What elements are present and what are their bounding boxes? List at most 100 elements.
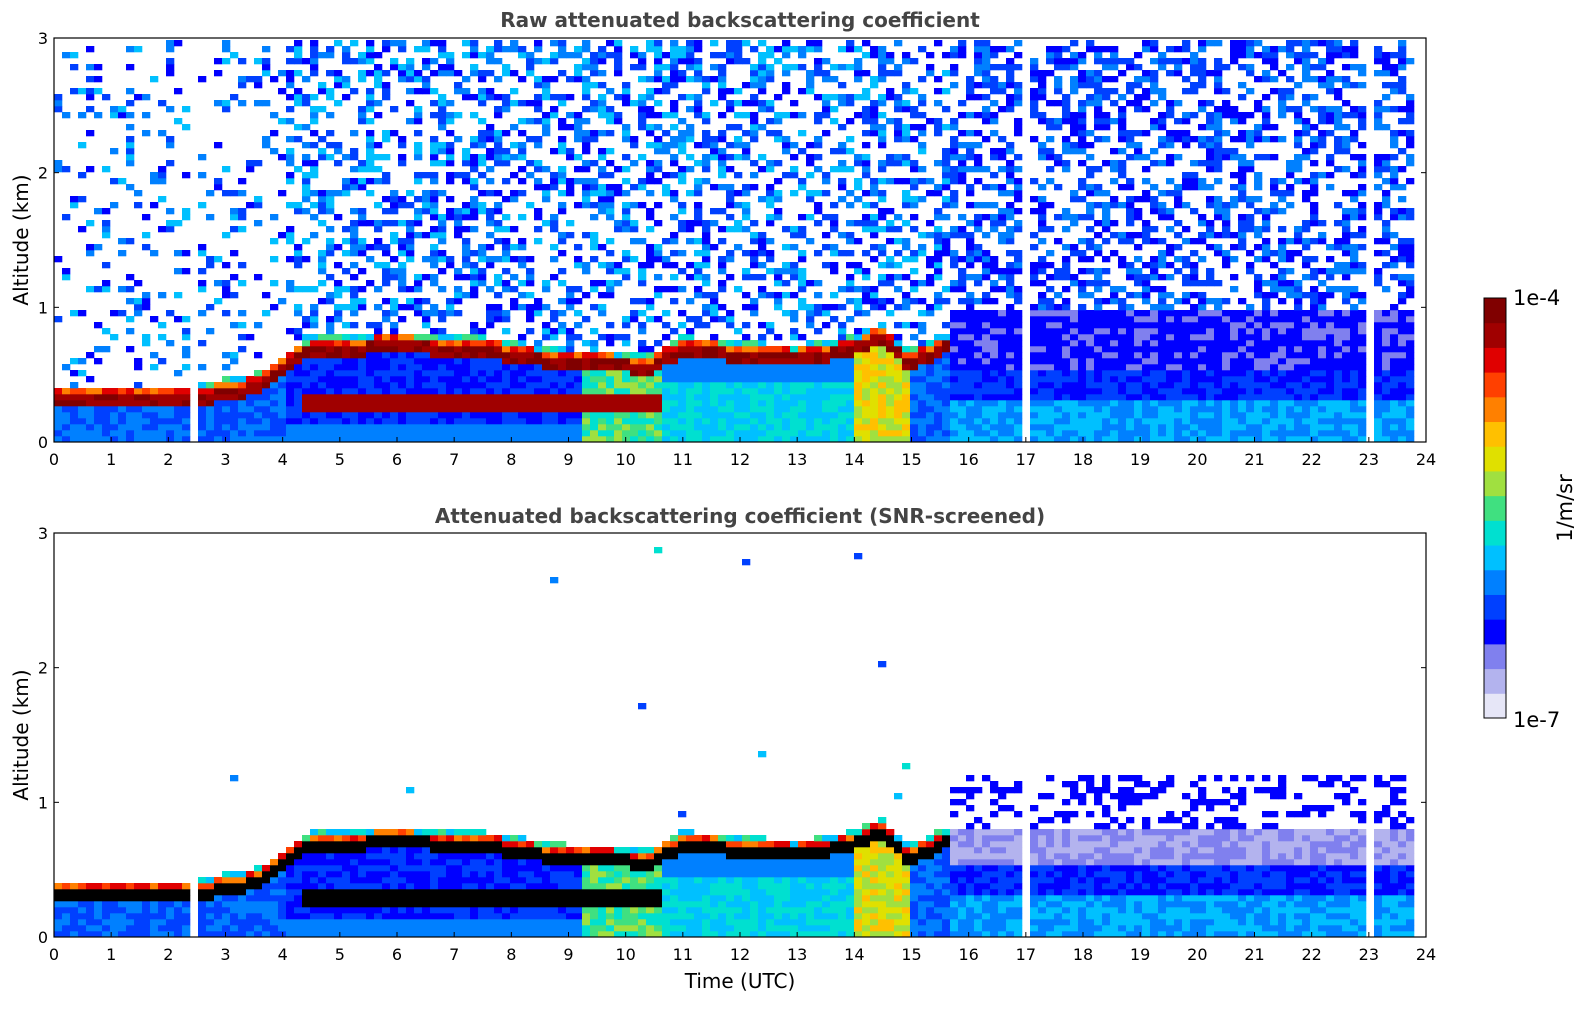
heatmap-cell [430,208,439,215]
heatmap-cell [702,322,711,329]
heatmap-cell [134,382,143,389]
heatmap-cell [534,208,543,215]
heatmap-cell [638,280,647,287]
heatmap-cell [974,58,983,65]
heatmap-cell [622,250,631,257]
heatmap-cell [246,382,255,389]
heatmap-cell [542,130,551,137]
heatmap-cell [350,310,359,317]
heatmap-cell [430,112,439,119]
heatmap-cell [878,94,887,101]
heatmap-cell [350,400,359,407]
heatmap-cell [358,364,367,371]
heatmap-cell [174,292,183,299]
heatmap-cell [486,46,495,53]
heatmap-cell [998,334,1007,341]
heatmap-cell [358,268,367,275]
heatmap-cell [958,310,967,317]
heatmap-cell [1006,82,1015,89]
heatmap-cell [1110,286,1119,293]
heatmap-cell [822,400,831,407]
heatmap-cell [718,70,727,77]
heatmap-cell [894,304,903,311]
heatmap-cell [678,376,687,383]
heatmap-cell [1142,286,1151,293]
heatmap-cell [414,298,423,305]
heatmap-cell [630,382,639,389]
heatmap-cell [334,292,343,299]
heatmap-cell [974,322,983,329]
heatmap-cell [310,364,319,371]
heatmap-cell [1110,322,1119,329]
heatmap-cell [862,220,871,227]
heatmap-cell [446,112,455,119]
heatmap-cell [238,226,247,233]
heatmap-cell [590,370,599,377]
heatmap-cell [998,64,1007,71]
heatmap-cell [230,430,239,437]
heatmap-cell [1030,352,1039,359]
heatmap-cell [398,364,407,371]
heatmap-cell [670,424,679,431]
heatmap-cell [294,70,303,77]
heatmap-cell [110,412,119,419]
heatmap-cell [534,40,543,47]
heatmap-cell [902,52,911,59]
heatmap-cell [694,274,703,281]
heatmap-cell [350,166,359,173]
heatmap-cell [326,412,335,419]
heatmap-cell [710,340,719,347]
heatmap-cell [446,388,455,395]
heatmap-cell [142,418,151,425]
heatmap-cell [958,328,967,335]
heatmap-cell [694,106,703,113]
heatmap-cell [950,376,959,383]
heatmap-cell [910,256,919,263]
heatmap-cell [310,304,319,311]
heatmap-cell [654,358,663,365]
heatmap-cell [302,322,311,329]
heatmap-cell [598,364,607,371]
heatmap-cell [358,304,367,311]
heatmap-cell [982,334,991,341]
heatmap-cell [326,322,335,329]
heatmap-cell [742,58,751,65]
heatmap-cell [1038,82,1047,89]
heatmap-cell [422,274,431,281]
heatmap-cell [774,334,783,341]
heatmap-cell [206,382,215,389]
heatmap-cell [166,46,175,53]
heatmap-cell [838,412,847,419]
heatmap-cell [622,418,631,425]
heatmap-cell [894,100,903,107]
heatmap-cell [430,328,439,335]
heatmap-cell [390,430,399,437]
heatmap-cell [846,400,855,407]
heatmap-cell [790,346,799,353]
heatmap-cell [886,430,895,437]
heatmap-cell [846,46,855,53]
heatmap-cell [390,40,399,47]
heatmap-cell [870,286,879,293]
heatmap-cell [758,196,767,203]
heatmap-cell [1006,328,1015,335]
heatmap-cell [278,418,287,425]
heatmap-cell [1118,118,1127,125]
heatmap-cell [974,298,983,305]
heatmap-cell [134,304,143,311]
heatmap-cell [470,400,479,407]
heatmap-cell [822,94,831,101]
heatmap-cell [934,370,943,377]
heatmap-cell [590,394,599,401]
heatmap-cell [878,64,887,71]
heatmap-cell [382,262,391,269]
heatmap-cell [574,322,583,329]
heatmap-cell [598,430,607,437]
heatmap-cell [686,436,695,443]
heatmap-cell [438,226,447,233]
heatmap-cell [430,100,439,107]
heatmap-cell [494,370,503,377]
heatmap-cell [622,400,631,407]
heatmap-cell [1086,94,1095,101]
heatmap-cell [1078,364,1087,371]
